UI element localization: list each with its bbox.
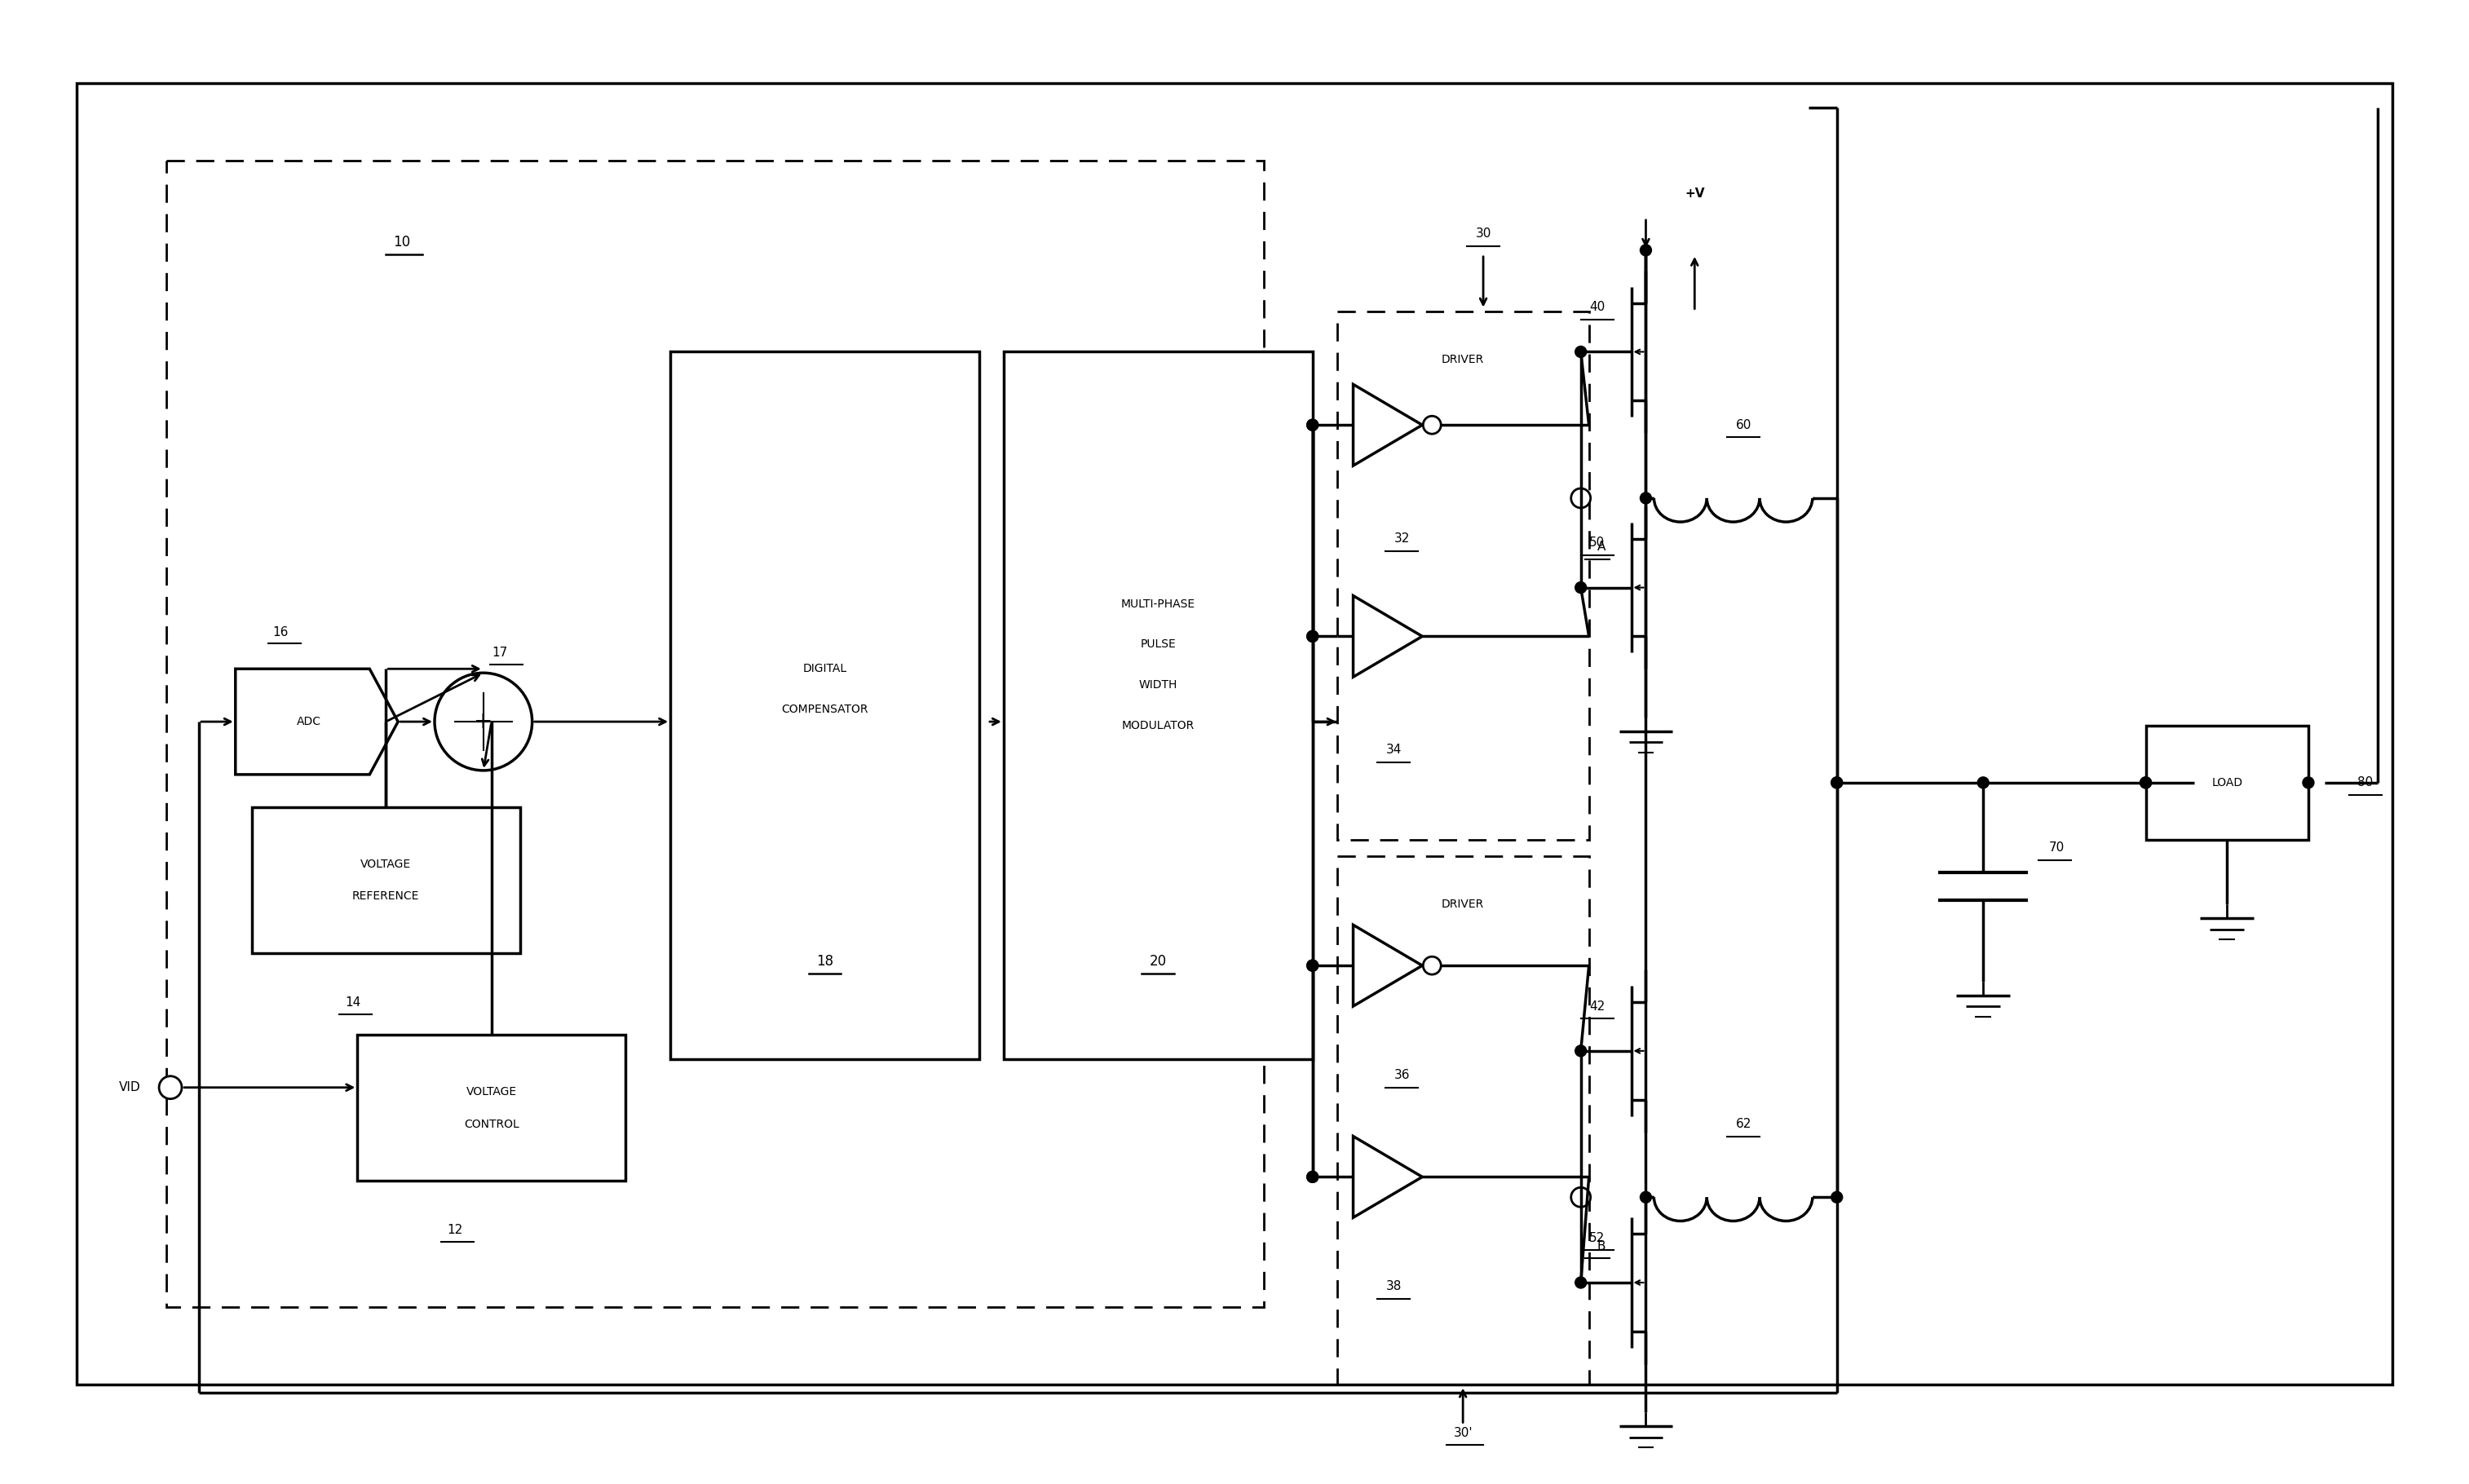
Text: PULSE: PULSE	[1141, 638, 1175, 650]
Circle shape	[1832, 778, 1842, 788]
Circle shape	[1306, 631, 1318, 643]
Circle shape	[1978, 778, 1990, 788]
Text: VOLTAGE: VOLTAGE	[360, 858, 412, 870]
Text: 38: 38	[1385, 1281, 1402, 1293]
Text: WIDTH: WIDTH	[1138, 680, 1178, 692]
Text: 14: 14	[346, 996, 360, 1008]
Polygon shape	[1353, 595, 1422, 677]
Circle shape	[2141, 778, 2150, 788]
Text: 60: 60	[1736, 418, 1751, 430]
Text: 12: 12	[447, 1224, 462, 1236]
Text: +: +	[474, 711, 494, 733]
Text: 42: 42	[1590, 1000, 1605, 1012]
Bar	[1336, 856, 1590, 1385]
Text: B: B	[1597, 1239, 1605, 1252]
Text: REFERENCE: REFERENCE	[353, 890, 420, 902]
Text: 30': 30'	[1454, 1426, 1472, 1439]
Circle shape	[1306, 420, 1318, 430]
Text: 40: 40	[1590, 301, 1605, 313]
Text: 70: 70	[2049, 841, 2064, 853]
Circle shape	[1570, 1187, 1590, 1206]
Circle shape	[2141, 778, 2150, 788]
Circle shape	[1832, 778, 1842, 788]
Text: LOAD: LOAD	[2212, 778, 2242, 788]
Polygon shape	[1353, 384, 1422, 466]
Text: 52: 52	[1590, 1232, 1605, 1244]
Circle shape	[1575, 582, 1588, 594]
Circle shape	[435, 672, 533, 770]
Text: 30: 30	[1476, 229, 1491, 240]
Bar	[2146, 726, 2309, 840]
Text: 80: 80	[2358, 776, 2373, 789]
Polygon shape	[1353, 1137, 1422, 1217]
Circle shape	[1306, 631, 1318, 643]
Circle shape	[2304, 778, 2313, 788]
Bar	[358, 1034, 625, 1181]
Bar	[1002, 352, 1314, 1060]
Text: MODULATOR: MODULATOR	[1121, 720, 1195, 732]
Circle shape	[1832, 1192, 1842, 1204]
Circle shape	[1639, 493, 1652, 505]
Circle shape	[1639, 245, 1652, 255]
Text: 34: 34	[1385, 743, 1402, 757]
Circle shape	[1306, 1171, 1318, 1183]
Circle shape	[1575, 1045, 1588, 1057]
Circle shape	[1570, 488, 1590, 508]
Text: A: A	[1597, 540, 1605, 554]
Text: 62: 62	[1736, 1117, 1751, 1131]
Circle shape	[1422, 416, 1442, 433]
Text: 36: 36	[1395, 1068, 1410, 1082]
Text: 17: 17	[491, 647, 509, 659]
Text: DRIVER: DRIVER	[1442, 899, 1484, 910]
Circle shape	[1422, 957, 1442, 975]
Text: MULTI-PHASE: MULTI-PHASE	[1121, 598, 1195, 610]
Text: VID: VID	[119, 1082, 141, 1094]
Circle shape	[1306, 420, 1318, 430]
Text: VOLTAGE: VOLTAGE	[467, 1086, 516, 1097]
Text: DIGITAL: DIGITAL	[802, 663, 847, 675]
Bar	[165, 160, 1264, 1307]
Circle shape	[1639, 1192, 1652, 1204]
Circle shape	[1306, 960, 1318, 971]
Text: 32: 32	[1395, 533, 1410, 545]
Bar	[672, 352, 980, 1060]
Text: 16: 16	[272, 626, 289, 638]
Text: DRIVER: DRIVER	[1442, 355, 1484, 365]
Circle shape	[1575, 1276, 1588, 1288]
Text: 10: 10	[393, 234, 410, 249]
Circle shape	[1306, 960, 1318, 971]
Circle shape	[1306, 1171, 1318, 1183]
Text: COMPENSATOR: COMPENSATOR	[780, 703, 869, 715]
Polygon shape	[235, 669, 398, 775]
Text: 20: 20	[1151, 954, 1168, 969]
Bar	[252, 807, 521, 953]
Text: 50: 50	[1590, 537, 1605, 549]
Text: ADC: ADC	[296, 715, 321, 727]
Text: 18: 18	[817, 954, 835, 969]
Bar	[1336, 312, 1590, 840]
Bar	[77, 83, 2392, 1385]
Circle shape	[1575, 346, 1588, 358]
Text: CONTROL: CONTROL	[464, 1119, 518, 1129]
Polygon shape	[1353, 925, 1422, 1006]
Circle shape	[158, 1076, 183, 1098]
Text: +V: +V	[1684, 187, 1704, 199]
